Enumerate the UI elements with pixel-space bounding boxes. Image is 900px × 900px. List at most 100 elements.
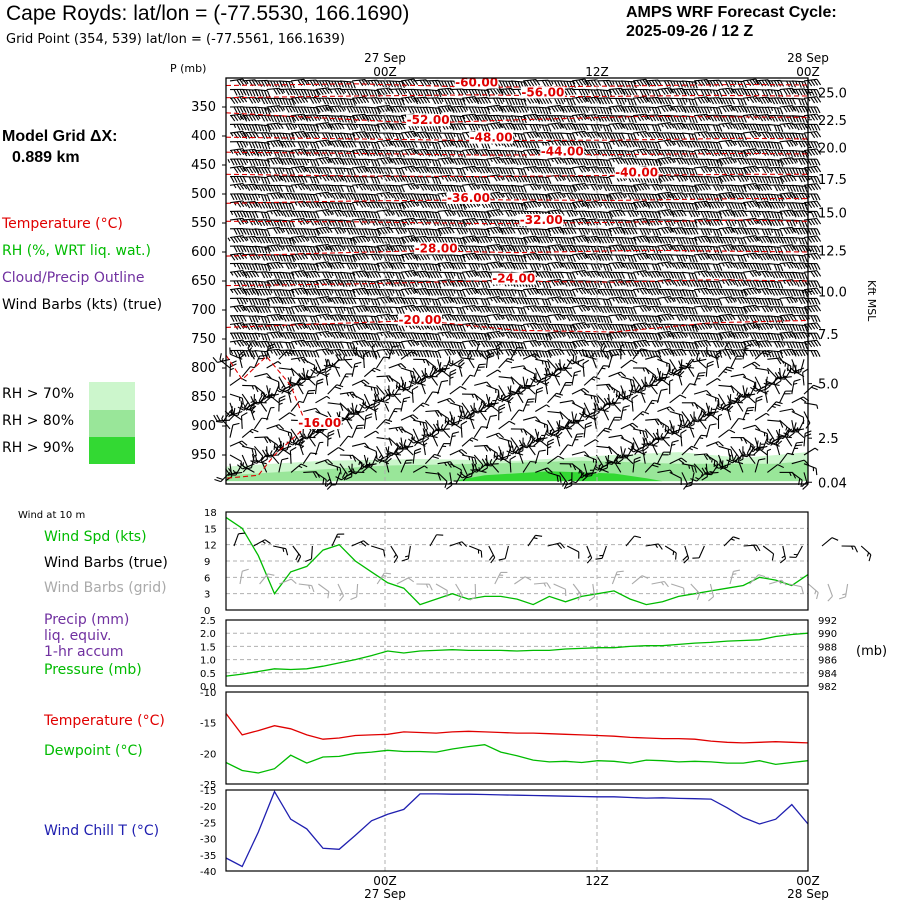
wind-barb (583, 439, 599, 447)
pressure-tick-label: 350 (191, 100, 216, 115)
wind-barb (363, 367, 381, 378)
pressure-line (225, 632, 809, 677)
wind-barb (510, 409, 523, 421)
wind-barb (290, 356, 309, 364)
wind-barb (593, 411, 600, 429)
time-bottom-hour-2: 00Z (796, 874, 820, 888)
wind-barb-grid (350, 583, 359, 601)
wind-barb (766, 367, 777, 384)
wind-barb (767, 297, 784, 306)
wind-barb (498, 420, 516, 430)
wind-barb (229, 297, 247, 305)
height-tick-label: 17.5 (818, 173, 847, 188)
height-tick-label: 20.0 (818, 142, 847, 157)
wind-barb (352, 176, 369, 184)
wind-barb (754, 395, 763, 412)
wind-barb (229, 175, 247, 183)
height-tick-label: 5.0 (818, 378, 839, 393)
legend-wind-barbs: Wind Barbs (kts) (true) (2, 297, 162, 313)
legend-pressure: Pressure (mb) (44, 662, 142, 678)
forecast-cycle-line1: AMPS WRF Forecast Cycle: (626, 3, 837, 22)
wind-barb (278, 80, 295, 89)
wind-barb (303, 350, 320, 358)
isotherm-label: -48.00 (470, 131, 513, 145)
wind-barb (364, 350, 381, 358)
wind-barb (620, 359, 638, 369)
wind-barb (730, 271, 747, 280)
wind-barb (229, 123, 247, 131)
wind-barb (546, 438, 555, 456)
wind-barb (352, 345, 365, 360)
wind-barb (227, 158, 247, 166)
wind-barb (327, 184, 344, 193)
wind-barb (352, 315, 369, 323)
wind-barb (657, 97, 675, 105)
wind-barb (705, 360, 714, 377)
wind-barb (583, 421, 593, 438)
grid-point-label: Grid Point (354, 539) lat/lon = (-77.556… (6, 32, 345, 47)
wind-barb-true (305, 545, 313, 563)
pressure-tick-label: 700 (191, 303, 216, 318)
wind-barb (718, 254, 736, 262)
wind-barb (680, 429, 687, 447)
wind-barb-grid (259, 573, 275, 585)
windchill-tick-label: -15 (200, 786, 216, 797)
legend-rh: RH (%, WRT liq. wat.) (2, 243, 151, 259)
wind-barb (425, 350, 442, 359)
precip-tick-label: 1.5 (200, 642, 216, 653)
wind-barb-true (762, 545, 775, 561)
wind-tick-label: 6 (204, 573, 210, 584)
wind-barb (571, 387, 590, 395)
wind-tick-label: 12 (204, 541, 217, 552)
wind-barb-grid (416, 583, 433, 591)
wind-barb-grid (839, 583, 849, 600)
pressure-tick-label: 900 (191, 419, 216, 434)
wind-barb (705, 423, 717, 438)
pressure-tick-label: 984 (818, 669, 837, 680)
wind-barb (718, 97, 736, 105)
pressure-tick-label: 992 (818, 616, 837, 627)
wind-barb (498, 403, 506, 421)
wind-barb (775, 437, 783, 456)
wind-barb (706, 141, 723, 150)
wind-barb (325, 368, 332, 386)
rh-region-80 (226, 460, 808, 482)
wind-barb-grid (376, 572, 392, 585)
wind-barb (681, 167, 698, 176)
wind-barb-true (233, 532, 246, 547)
pressure-tick-label: 950 (191, 448, 216, 463)
wind-barb (437, 397, 456, 404)
wind-barb (327, 341, 344, 349)
temp-tick-label: -15 (200, 719, 216, 730)
model-grid-resolution: Model Grid ΔX: 0.889 km (2, 126, 118, 168)
wind-barb-grid (239, 568, 249, 585)
wind-barb (596, 383, 614, 391)
wind-barb (287, 385, 295, 403)
time-bottom-hour-1: 12Z (585, 874, 609, 888)
height-tick-label: 15.0 (818, 207, 847, 222)
wind-barb-true (498, 545, 509, 561)
pressure-tick-label: 650 (191, 274, 216, 289)
wind-barb-true (351, 540, 370, 547)
wind-barb (376, 356, 391, 369)
wind-barb (229, 217, 248, 225)
wind-barb (591, 352, 597, 369)
wind-barb (315, 167, 333, 175)
wind-barb (755, 263, 772, 271)
dewpoint-line (225, 744, 809, 774)
windchill-tick-label: -30 (200, 835, 216, 846)
wind-barb (413, 176, 430, 184)
time-axis-top: 27 Sep 00Z 12Z 28 Sep 00Z (364, 51, 829, 79)
temp-tick-label: -10 (200, 688, 216, 699)
wind-barb (523, 141, 540, 149)
wind-barb (523, 297, 540, 305)
isotherm-label: -52.00 (407, 113, 450, 127)
wind-barb (425, 210, 442, 219)
wind-barb (706, 378, 721, 386)
wind-barb (706, 441, 724, 447)
wind-barb (437, 167, 455, 175)
wind-barb (694, 123, 711, 131)
wind-barb (400, 428, 414, 439)
wind-barb (229, 315, 247, 322)
